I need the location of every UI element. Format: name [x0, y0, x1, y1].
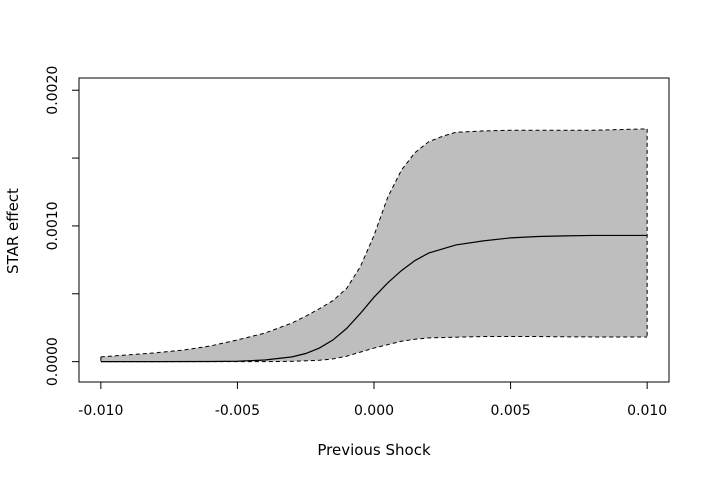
x-tick-label: 0.000	[354, 403, 394, 419]
y-tick-label: 0.0010	[45, 201, 61, 250]
x-axis: -0.010 -0.005 0.000 0.005 0.010	[78, 381, 667, 419]
y-axis-label: STAR effect	[4, 188, 22, 274]
upper-bound-line	[100, 128, 648, 358]
x-tick-label: 0.010	[627, 403, 667, 419]
series-lines-layer	[100, 128, 648, 363]
confidence-band	[100, 128, 648, 362]
lower-bound-line	[100, 336, 648, 363]
confidence-band-layer	[100, 128, 648, 362]
x-tick-label: 0.005	[491, 403, 531, 419]
x-tick-label: -0.010	[78, 403, 123, 419]
y-axis: 0.0000 0.0010 0.0020	[45, 66, 80, 386]
x-tick-label: -0.005	[215, 403, 260, 419]
estimate-line	[100, 234, 648, 363]
x-axis-label: Previous Shock	[317, 441, 431, 459]
y-tick-label: 0.0000	[45, 337, 61, 386]
y-tick-label: 0.0020	[45, 66, 61, 115]
